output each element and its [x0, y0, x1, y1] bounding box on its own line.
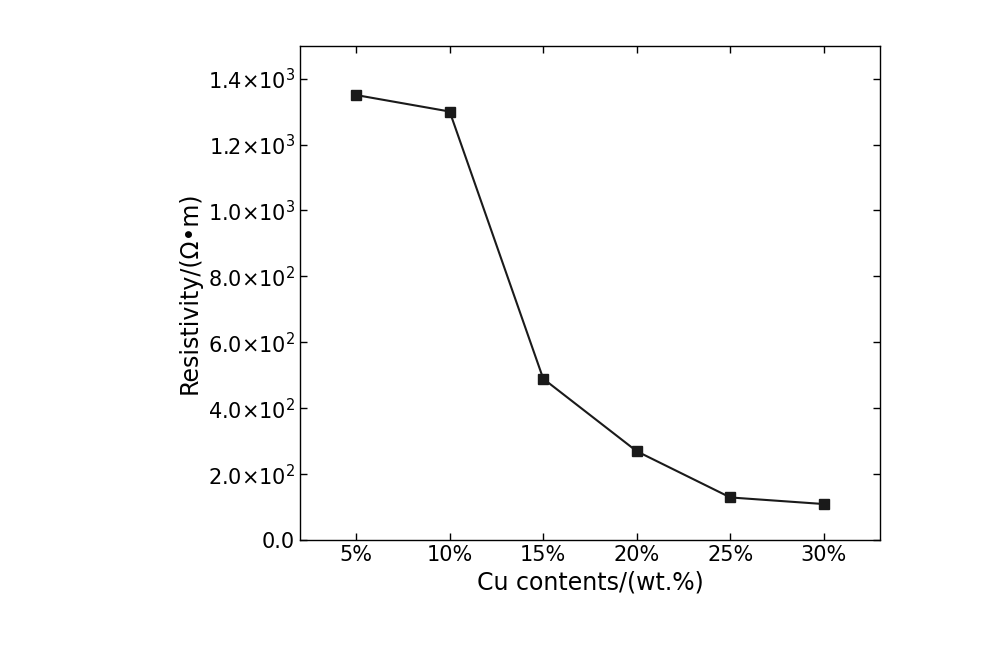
Y-axis label: Resistivity/(Ω•m): Resistivity/(Ω•m)	[178, 191, 202, 395]
X-axis label: Cu contents/(wt.%): Cu contents/(wt.%)	[477, 571, 703, 595]
